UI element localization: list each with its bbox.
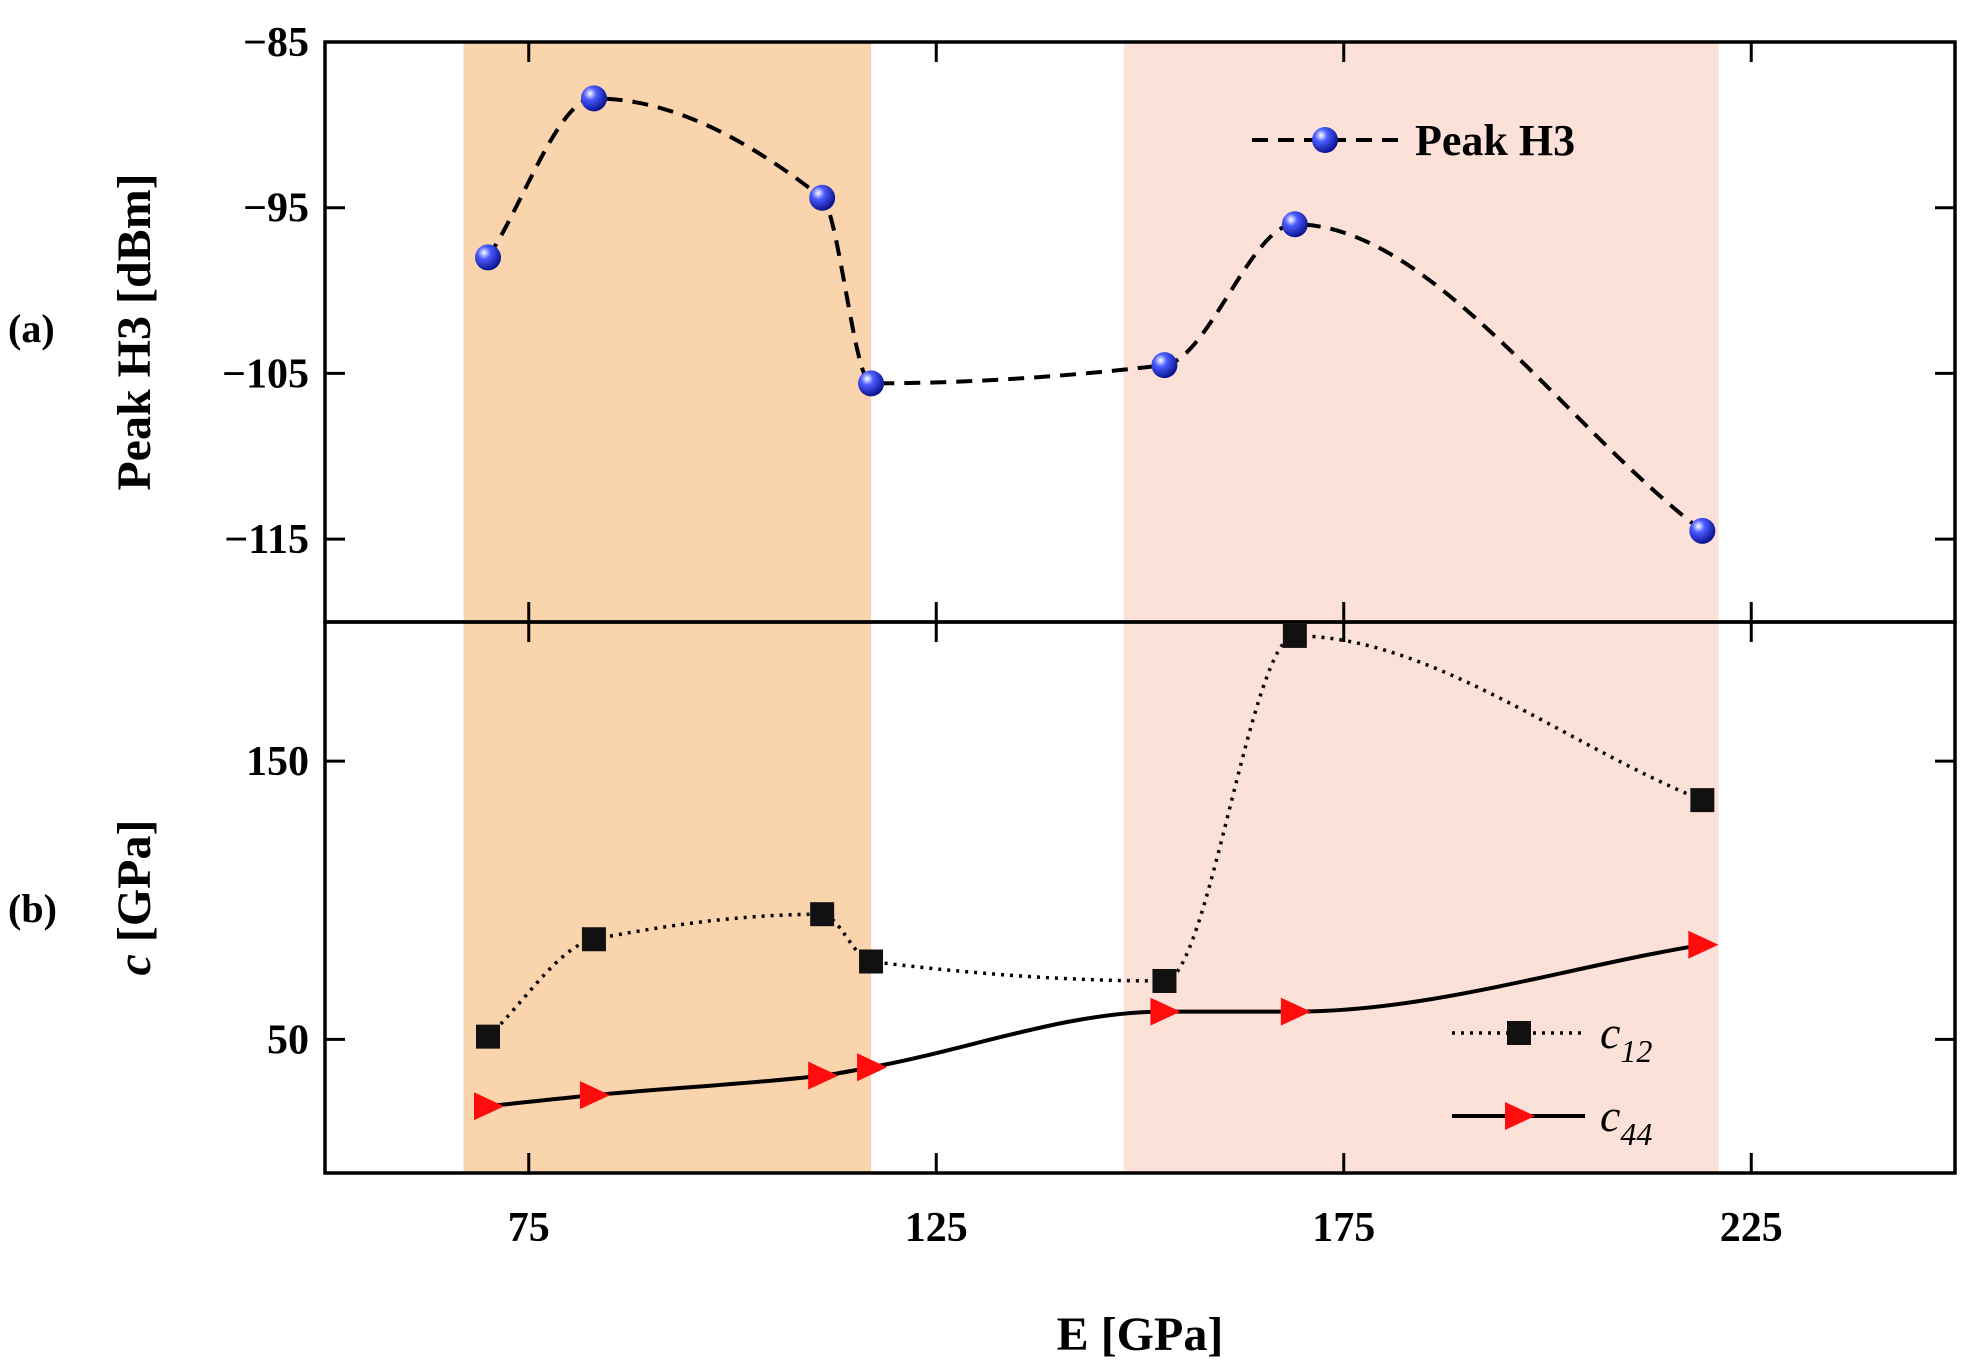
y-axis-title-bottom: c [GPa] [108,820,161,976]
ytick-label-top: −115 [224,517,309,563]
ytick-label-top: −105 [222,351,309,397]
c44-point-7 [1688,930,1719,959]
c44-point-6 [1280,997,1311,1026]
axis-ticks [325,40,1955,1173]
peak-h3-point-2 [580,85,607,112]
shaded-region-top-1 [463,42,872,622]
ytick-label-top: −95 [243,186,309,232]
ytick-label-bottom: 150 [246,739,309,785]
shaded-region-bottom-1 [463,622,872,1173]
frame-bottom [323,620,1957,1175]
c12-point-1 [476,1024,500,1049]
axis-labels: −85 −95 −105 −115 150 50 75 125 175 225 E [GPa] Pea… [8,20,1783,1361]
legend-top: Peak H3 [1252,116,1575,165]
shaded-region-bottom-2 [1123,622,1719,1173]
c44-point-2 [579,1081,611,1110]
xtick-label: 75 [508,1205,550,1251]
c12-point-3 [810,902,835,927]
series-markers [474,85,1719,1121]
peak-h3-point-4 [858,370,885,397]
c12-point-6 [1282,623,1307,648]
panel-label-a: (a) [8,306,55,351]
c44-point-1 [474,1092,505,1121]
c44-line [487,942,1703,1109]
legend-c44-label: c44 [1600,1090,1652,1152]
legend-c44-marker [1505,1102,1536,1130]
legend-c12-label: c12 [1600,1007,1652,1069]
xtick-label: 125 [905,1205,968,1251]
legend-c12-marker [1507,1021,1531,1045]
panel-label-b: (b) [8,886,57,931]
legend-peak-h3-marker [1312,127,1338,153]
xtick-label: 225 [1720,1205,1783,1251]
c44-point-3 [808,1061,839,1090]
shaded-region-top-2 [1123,42,1719,622]
series-lines [486,96,1704,1109]
ytick-label-bottom: 50 [267,1017,309,1063]
c12-point-4 [859,949,884,974]
c44-point-5 [1150,997,1181,1026]
peak-h3-point-6 [1281,211,1308,238]
shaded-regions-bottom [463,622,1719,1173]
legend-peak-h3-label: Peak H3 [1415,116,1575,165]
peak-h3-point-1 [475,244,501,271]
x-axis-title: E [GPa] [1057,1308,1224,1361]
c12-point-7 [1690,788,1715,813]
xtick-label: 175 [1312,1205,1375,1251]
shaded-regions-top [463,42,1719,622]
c12-point-2 [581,927,606,952]
y-axis-title-top: Peak H3 [dBm] [108,173,161,490]
peak-h3-point-3 [809,184,836,211]
c44-point-4 [857,1053,888,1082]
c12-point-5 [1152,968,1177,993]
peak-h3-point-5 [1151,352,1178,379]
peak-h3-point-7 [1689,517,1716,544]
c12-line [486,634,1704,1038]
peak-h3-line [486,96,1704,533]
ytick-label-top: −85 [243,20,309,66]
plot-frames [323,40,1957,1175]
